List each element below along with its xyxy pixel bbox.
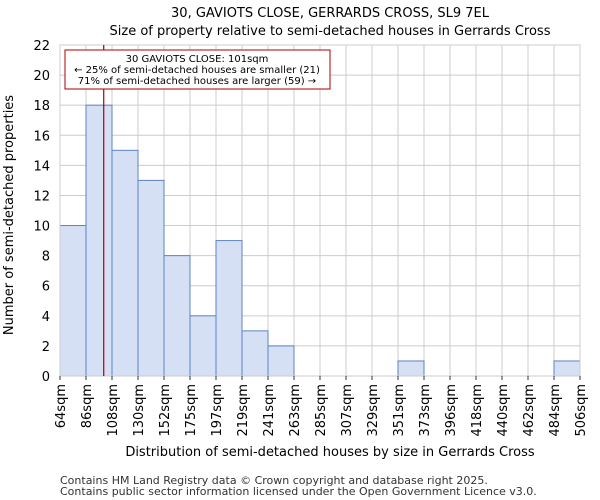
bar bbox=[553, 360, 581, 377]
x-tick-label: 373sqm bbox=[418, 384, 433, 437]
y-axis: 0 2 4 6 8 10 12 14 16 18 20 22 bbox=[33, 39, 50, 385]
x-tick-label: 329sqm bbox=[366, 384, 381, 437]
bars bbox=[59, 104, 581, 377]
y-tick-label: 10 bbox=[33, 220, 50, 235]
chart-title: 30, GAVIOTS CLOSE, GERRARDS CROSS, SL9 7… bbox=[171, 6, 490, 21]
y-tick-label: 12 bbox=[33, 189, 50, 204]
annotation-line: ← 25% of semi-detached houses are smalle… bbox=[74, 65, 320, 76]
x-axis-label: Distribution of semi-detached houses by … bbox=[125, 445, 535, 460]
bar bbox=[241, 330, 269, 377]
x-tick-label: 197sqm bbox=[210, 384, 225, 437]
annotation-line: 30 GAVIOTS CLOSE: 101sqm bbox=[126, 54, 269, 65]
bar bbox=[189, 315, 217, 377]
y-tick-label: 6 bbox=[42, 280, 50, 295]
x-tick-label: 351sqm bbox=[392, 384, 407, 437]
y-tick-label: 16 bbox=[33, 129, 50, 144]
x-tick-label: 396sqm bbox=[444, 384, 459, 437]
x-tick-label: 152sqm bbox=[158, 384, 173, 437]
y-axis-label: Number of semi-detached properties bbox=[2, 95, 17, 335]
x-tick-label: 263sqm bbox=[288, 384, 303, 437]
bar bbox=[163, 255, 191, 377]
chart-subtitle: Size of property relative to semi-detach… bbox=[110, 24, 551, 39]
bar bbox=[59, 225, 87, 377]
y-tick-label: 14 bbox=[33, 159, 50, 174]
x-axis: 64sqm 86sqm 108sqm 130sqm 152sqm 175sqm 197sqm… bbox=[54, 376, 589, 437]
y-tick-label: 20 bbox=[33, 69, 50, 84]
x-tick-label: 307sqm bbox=[340, 384, 355, 437]
x-tick-label: 86sqm bbox=[80, 384, 95, 428]
footer-line-1: Contains HM Land Registry data © Crown c… bbox=[60, 474, 488, 487]
x-tick-label: 108sqm bbox=[106, 384, 121, 437]
footer-line-2: Contains public sector information licen… bbox=[60, 485, 537, 498]
bar bbox=[85, 104, 113, 377]
y-tick-label: 8 bbox=[42, 250, 50, 265]
bar bbox=[215, 240, 243, 377]
x-tick-label: 418sqm bbox=[470, 384, 485, 437]
annotation-line: 71% of semi-detached houses are larger (… bbox=[78, 76, 316, 87]
y-tick-label: 0 bbox=[42, 370, 50, 385]
x-tick-label: 484sqm bbox=[548, 384, 563, 437]
y-tick-label: 22 bbox=[33, 39, 50, 54]
x-tick-label: 175sqm bbox=[184, 384, 199, 437]
x-tick-label: 219sqm bbox=[236, 384, 251, 437]
x-tick-label: 241sqm bbox=[262, 384, 277, 437]
bar bbox=[267, 345, 295, 377]
y-tick-label: 4 bbox=[42, 310, 50, 325]
x-tick-label: 506sqm bbox=[574, 384, 589, 437]
property-marker: 30 GAVIOTS CLOSE: 101sqm← 25% of semi-de… bbox=[64, 45, 331, 376]
bar bbox=[111, 149, 139, 377]
bar bbox=[137, 179, 165, 377]
x-tick-label: 285sqm bbox=[314, 384, 329, 437]
y-tick-label: 2 bbox=[42, 340, 50, 355]
y-tick-label: 18 bbox=[33, 99, 50, 114]
x-tick-label: 440sqm bbox=[496, 384, 511, 437]
x-tick-label: 130sqm bbox=[132, 384, 147, 437]
annotation-box bbox=[64, 49, 331, 90]
bar bbox=[397, 360, 425, 377]
x-tick-label: 462sqm bbox=[522, 384, 537, 437]
x-tick-label: 64sqm bbox=[54, 384, 69, 428]
